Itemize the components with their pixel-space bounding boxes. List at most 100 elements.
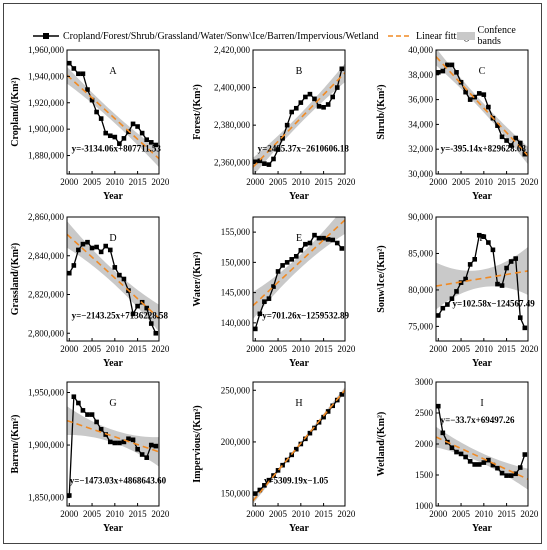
panel-e-data-point	[284, 260, 290, 265]
panel-b-data-point	[330, 94, 336, 100]
panel-e-data-point	[316, 235, 322, 241]
panel-e-y-tick-label: 150,000	[221, 257, 251, 267]
panel-g-data-point	[89, 412, 95, 417]
panel-e-equation: y=701.26x−1259532.89	[262, 311, 349, 321]
panel-b-y-tick-label: 2,380,000	[214, 120, 251, 130]
panel-i-y-tick-label: 2500	[415, 408, 434, 418]
panel-b-x-tick-label: 2005	[269, 177, 288, 187]
panel-f-y-tick-label: 75,000	[408, 321, 433, 331]
panel-g-x-tick-label: 2010	[106, 509, 125, 519]
panel-c-data-point	[458, 79, 464, 85]
panel-d-data-point	[153, 330, 159, 336]
panel-a-x-tick-label: 2010	[106, 177, 125, 187]
panel-a-y-tick-label: 1,900,000	[28, 124, 65, 134]
panel-h-x-tick-label: 2020	[337, 509, 356, 519]
panel-h-data-point	[339, 392, 345, 397]
panel-b-data-point	[298, 100, 304, 105]
panel-d-data-point	[107, 247, 113, 253]
panel-g-data-point	[76, 400, 81, 406]
panel-g-data-point	[153, 443, 159, 449]
panel-f-data-point	[463, 276, 468, 282]
panel-d-data-point	[89, 245, 95, 251]
panel-c-data-point	[476, 91, 482, 96]
panel-c-equation: y=-395.14x+829628.68	[441, 144, 527, 154]
panel-i-data-point	[490, 462, 496, 468]
panel-i-data-point	[499, 470, 505, 476]
panel-f-data-point	[490, 247, 496, 253]
panel-g-data-point	[71, 394, 77, 400]
panel-e-data-point	[307, 240, 313, 246]
panel-d-y-tick-label: 2,800,000	[28, 328, 65, 338]
panel-i-equation: y=−33.7x+69497.26	[441, 415, 515, 425]
panel-d-data-point	[80, 241, 86, 247]
panel-f-axes-box	[435, 216, 529, 342]
panel-e-data-point	[293, 254, 299, 259]
panel-f-data-point	[504, 265, 509, 271]
panel-i-y-tick-label: 2000	[415, 439, 434, 449]
panel-d-data-point	[103, 243, 109, 249]
panel-e-data-point	[252, 326, 258, 332]
panel-b-data-point	[271, 156, 276, 162]
panel-i-data-point	[476, 462, 482, 467]
panel-b-equation: y=2485.37x−2610606.18	[258, 144, 350, 154]
panel-g-fit-line	[67, 419, 159, 453]
panel-c-axes-box	[435, 49, 529, 175]
panel-b-data-point	[275, 147, 281, 152]
panel-d-equation: y=−2143.25x+7136228.58	[72, 311, 169, 321]
panel-h-y-tick-label: 250,000	[221, 385, 251, 395]
panel-g-x-tick-label: 2000	[60, 509, 79, 519]
panel-c-x-tick-label: 2010	[475, 177, 494, 187]
panel-h-letter: H	[295, 398, 302, 409]
legend-fit-label: Linear fitting	[416, 30, 470, 42]
panel-a-data-point	[144, 137, 150, 143]
panel-b-data-point	[303, 94, 308, 100]
panel-e-data-point	[303, 241, 308, 247]
panel-f-data-point	[454, 289, 459, 294]
legend-band-label: Confence bands	[477, 25, 516, 47]
panel-e-x-tick-label: 2005	[269, 344, 288, 354]
legend-fit-entry: Linear fitting	[387, 27, 469, 45]
panel-c-data-point	[467, 97, 473, 102]
panel-e-y-tick-label: 145,000	[221, 288, 251, 298]
panel-g-letter: G	[109, 398, 116, 409]
panel-a-data-point	[80, 71, 86, 77]
panel-b-data-point	[339, 66, 345, 72]
panel-i-data-point	[454, 449, 459, 455]
panel-b-y-tick-label: 2,400,000	[214, 83, 251, 93]
panel-f-data-point	[499, 283, 505, 288]
panel-e-data-point	[257, 311, 263, 317]
panel-g-y-tick-label: 1,850,000	[28, 493, 65, 503]
panel-e-data-point	[321, 235, 326, 241]
panel-i-y-axis-label: Wetland/(Km²)	[376, 412, 387, 477]
panel-i-x-tick-label: 2000	[429, 509, 448, 519]
panel-g-x-axis-label: Year	[103, 523, 124, 534]
panel-f-data-point	[440, 305, 446, 311]
panel-e-y-tick-label: 155,000	[221, 227, 251, 237]
panel-g-x-tick-label: 2005	[83, 509, 102, 519]
panel-e-data-point	[275, 269, 281, 274]
panel-a-data-point	[66, 60, 72, 66]
panel-f-data-point	[522, 325, 528, 331]
panel-b-y-axis-label: Forest/(Km²)	[192, 84, 203, 140]
panel-e-fit-line	[253, 219, 345, 307]
panel-a-data-point	[148, 140, 154, 145]
panel-d-x-tick-label: 2010	[106, 344, 125, 354]
panel-h-y-tick-label: 150,000	[221, 489, 251, 499]
panel-b-x-tick-label: 2000	[246, 177, 265, 187]
panel-b-x-tick-label: 2010	[292, 177, 311, 187]
panel-f-x-tick-label: 2020	[520, 344, 539, 354]
panel-d-axes-box	[66, 216, 160, 342]
panel-g-data-point	[80, 408, 86, 413]
panel-f-equation: y=102.58x−124567.49	[453, 298, 536, 308]
panel-d-data-point	[144, 305, 150, 311]
figure-frame	[3, 3, 542, 544]
panel-e-y-axis-label: Water/(Km²)	[192, 251, 203, 306]
legend: Cropland/Forest/Shrub/Grassland/Water/So…	[32, 25, 523, 47]
legend-band-entry: Confence bands	[456, 25, 523, 47]
panel-b-x-axis-label: Year	[289, 191, 310, 202]
panel-d-data-point	[112, 265, 118, 270]
panel-h-equation: y=5309.19x−1.05	[264, 476, 329, 486]
legend-series-entry: Cropland/Forest/Shrub/Grassland/Water/So…	[32, 27, 379, 45]
